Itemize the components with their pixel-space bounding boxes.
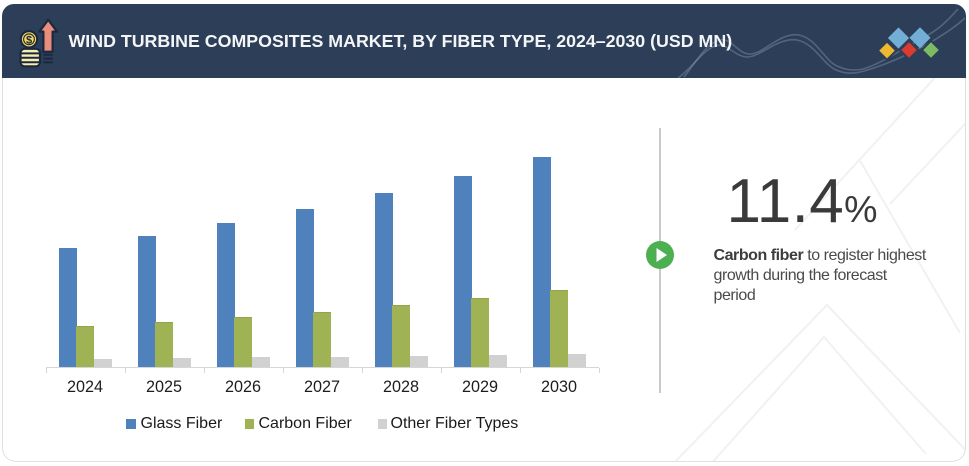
svg-text:$: $ (26, 35, 32, 47)
